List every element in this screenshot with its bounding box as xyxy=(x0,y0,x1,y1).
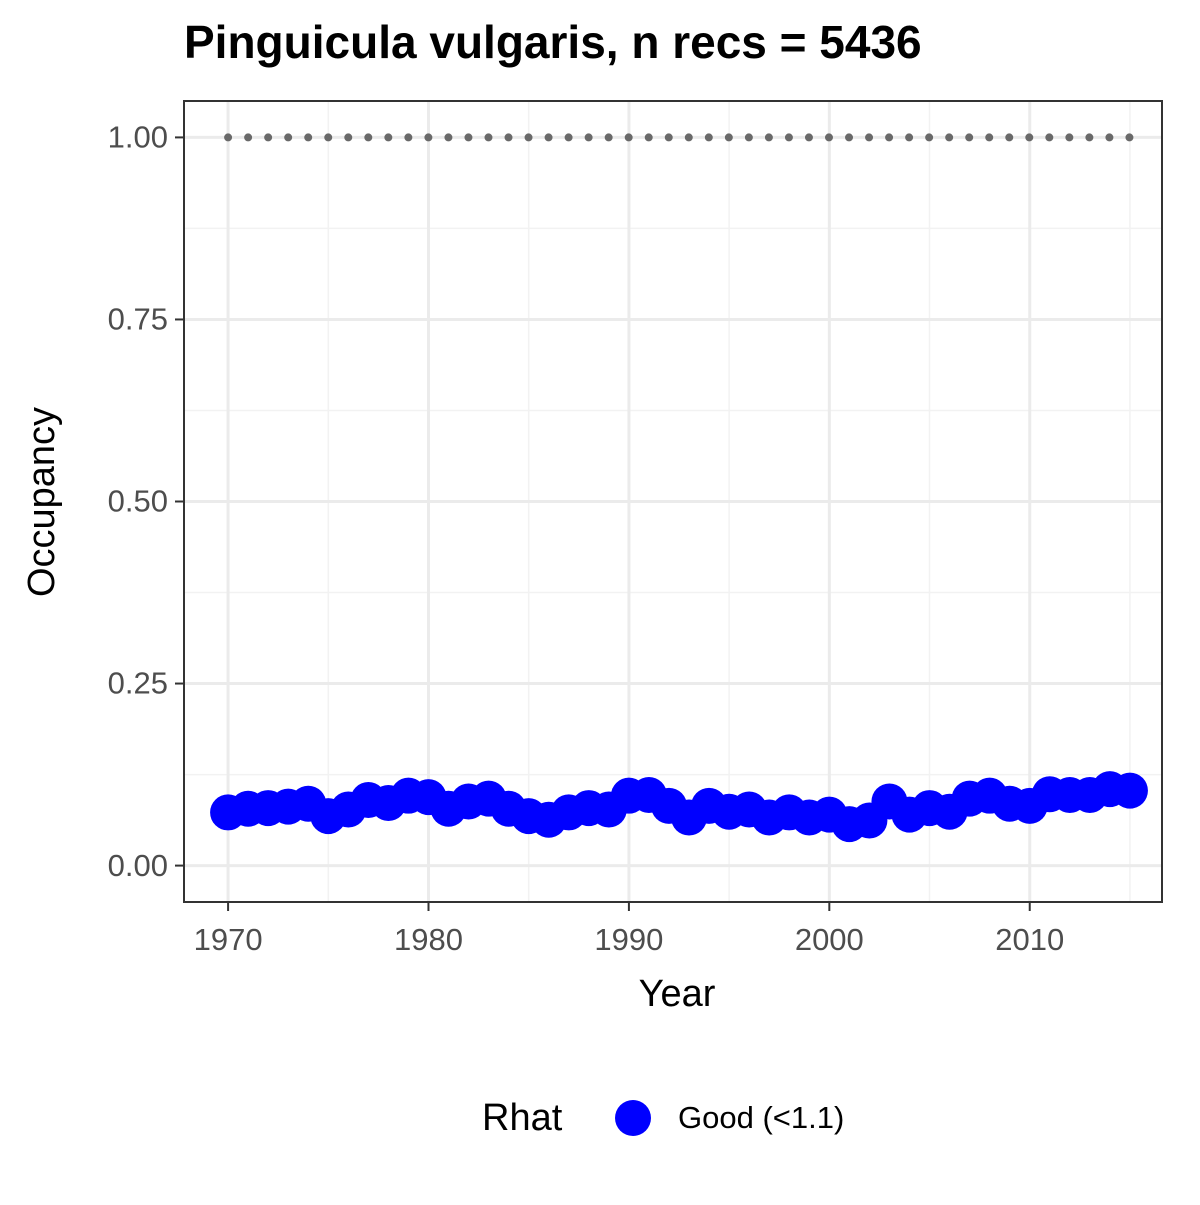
legend-label: Good (<1.1) xyxy=(678,1100,844,1135)
y-tick-label: 0.25 xyxy=(108,666,168,701)
y-tick-label: 1.00 xyxy=(108,120,168,155)
y-axis-title: Occupancy xyxy=(21,407,63,597)
x-tick-label: 2010 xyxy=(995,922,1064,957)
x-axis-title: Year xyxy=(639,973,716,1015)
legend-swatch xyxy=(615,1100,651,1136)
x-tick-label: 2000 xyxy=(795,922,864,957)
data-point xyxy=(1111,772,1148,809)
y-tick-label: 0.00 xyxy=(108,848,168,883)
plot-border xyxy=(183,100,1163,903)
chart-title: Pinguicula vulgaris, n recs = 5436 xyxy=(184,16,922,68)
y-tick-label: 0.75 xyxy=(108,302,168,337)
y-tick-label: 0.50 xyxy=(108,484,168,519)
x-tick-label: 1980 xyxy=(394,922,463,957)
x-tick-label: 1970 xyxy=(194,922,263,957)
x-tick-label: 1990 xyxy=(594,922,663,957)
legend-title: Rhat xyxy=(482,1097,563,1139)
